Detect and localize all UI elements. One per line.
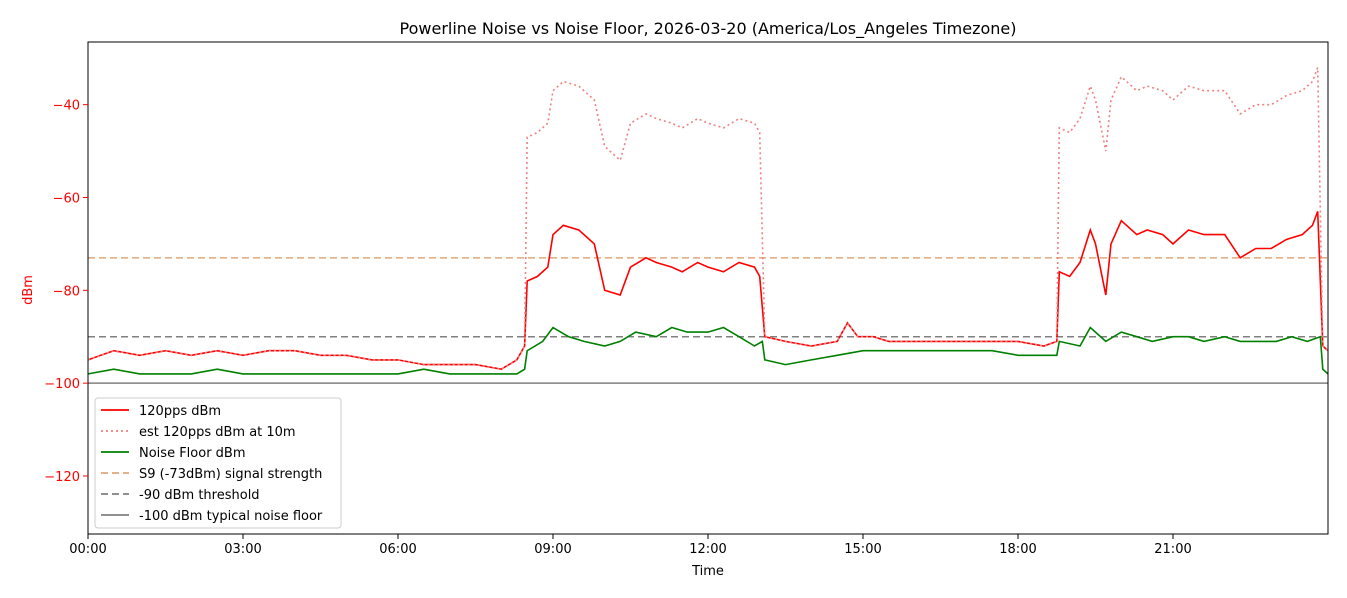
y-tick-label: −100 — [44, 377, 80, 392]
x-tick-label: 03:00 — [224, 542, 261, 557]
chart-title: Powerline Noise vs Noise Floor, 2026-03-… — [400, 19, 1017, 39]
legend-box — [94, 397, 342, 529]
series-line-3 — [88, 326, 1328, 375]
y-tick-label: −120 — [44, 470, 80, 485]
x-tick-label: 18:00 — [999, 542, 1036, 557]
x-axis: 00:00 03:00 06:00 09:00 12:00 15:00 18:00 21:00 — [69, 534, 1192, 557]
legend-label-1: 120pps dBm — [139, 404, 221, 419]
x-tick-label: 09:00 — [534, 542, 571, 557]
series-line-2 — [88, 67, 1328, 371]
y-tick-label: −40 — [53, 99, 80, 114]
y-axis: −40 −60 −80 −100 −120 — [44, 99, 88, 485]
series-line-1 — [88, 211, 1328, 371]
y-tick-label: −60 — [53, 191, 80, 206]
x-tick-label: 21:00 — [1154, 542, 1191, 557]
legend-label-3: Noise Floor dBm — [139, 446, 246, 461]
x-axis-label: Time — [691, 564, 724, 579]
legend-label-2: est 120pps dBm at 10m — [139, 425, 296, 440]
legend: 120pps dBm est 120pps dBm at 10m Noise Flo… — [94, 397, 342, 529]
legend-label-5: -90 dBm threshold — [139, 488, 260, 503]
x-tick-label: 15:00 — [844, 542, 881, 557]
y-tick-label: −80 — [53, 284, 80, 299]
y-axis-label: dBm — [21, 275, 36, 305]
x-tick-label: 12:00 — [689, 542, 726, 557]
legend-label-6: -100 dBm typical noise floor — [139, 509, 323, 524]
x-tick-label: 06:00 — [379, 542, 416, 557]
legend-label-4: S9 (-73dBm) signal strength — [139, 467, 322, 482]
x-tick-label: 00:00 — [69, 542, 106, 557]
